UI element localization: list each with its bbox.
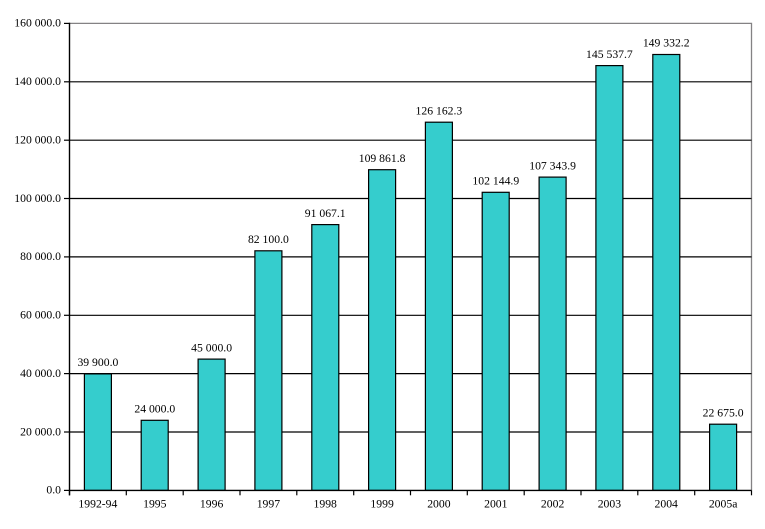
svg-text:2001: 2001 (484, 497, 508, 510)
svg-text:82 100.0: 82 100.0 (248, 233, 289, 246)
svg-text:60 000.0: 60 000.0 (20, 309, 61, 322)
svg-text:1995: 1995 (143, 497, 167, 510)
svg-text:102 144.9: 102 144.9 (472, 175, 519, 188)
svg-text:1998: 1998 (314, 497, 338, 510)
svg-text:140 000.0: 140 000.0 (14, 75, 61, 88)
svg-text:0.0: 0.0 (46, 484, 61, 497)
svg-text:39 900.0: 39 900.0 (77, 356, 118, 369)
svg-text:2004: 2004 (655, 497, 679, 510)
svg-text:2005a: 2005a (709, 497, 738, 510)
svg-text:20 000.0: 20 000.0 (20, 425, 61, 438)
svg-text:2003: 2003 (598, 497, 622, 510)
svg-text:2000: 2000 (427, 497, 451, 510)
svg-text:24 000.0: 24 000.0 (134, 403, 175, 416)
svg-text:160 000.0: 160 000.0 (14, 17, 61, 30)
svg-text:91 067.1: 91 067.1 (305, 207, 346, 220)
svg-text:120 000.0: 120 000.0 (14, 134, 61, 147)
svg-text:1999: 1999 (370, 497, 394, 510)
svg-text:2002: 2002 (541, 497, 565, 510)
svg-text:149 332.2: 149 332.2 (643, 37, 690, 50)
svg-text:109 861.8: 109 861.8 (359, 152, 406, 165)
svg-text:80 000.0: 80 000.0 (20, 250, 61, 263)
svg-text:100 000.0: 100 000.0 (14, 192, 61, 205)
svg-text:1992-94: 1992-94 (78, 497, 117, 510)
svg-text:22 675.0: 22 675.0 (703, 406, 744, 419)
svg-text:107 343.9: 107 343.9 (529, 159, 576, 172)
svg-text:126 162.3: 126 162.3 (416, 104, 463, 117)
svg-text:45 000.0: 45 000.0 (191, 341, 232, 354)
svg-text:40 000.0: 40 000.0 (20, 367, 61, 380)
svg-text:1996: 1996 (200, 497, 224, 510)
svg-text:1997: 1997 (257, 497, 281, 510)
svg-text:145 537.7: 145 537.7 (586, 48, 633, 61)
